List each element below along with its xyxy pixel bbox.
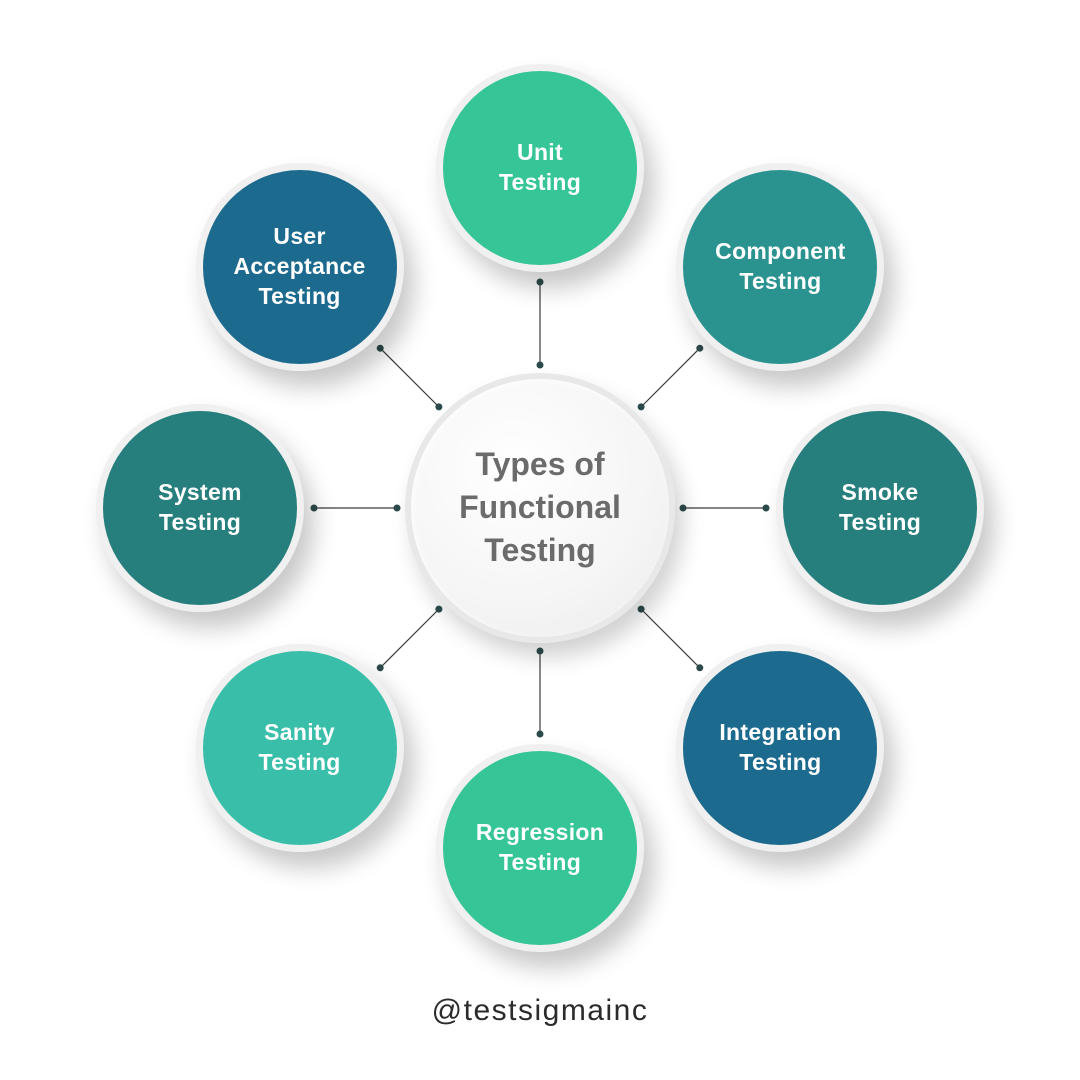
node-sanity: SanityTesting: [196, 644, 404, 852]
node-integration: IntegrationTesting: [676, 644, 884, 852]
node-smoke: SmokeTesting: [776, 404, 984, 612]
node-system: SystemTesting: [96, 404, 304, 612]
node-regression: RegressionTesting: [436, 744, 644, 952]
node-label: ComponentTesting: [701, 237, 859, 297]
node-label: IntegrationTesting: [705, 718, 855, 778]
center-hub: Types ofFunctionalTesting: [405, 373, 675, 643]
node-label: SanityTesting: [244, 718, 354, 778]
node-uat: UserAcceptanceTesting: [196, 163, 404, 371]
node-label: RegressionTesting: [462, 818, 618, 878]
node-label: UserAcceptanceTesting: [220, 222, 380, 312]
node-label: SmokeTesting: [825, 478, 935, 538]
node-component: ComponentTesting: [676, 163, 884, 371]
center-title: Types ofFunctionalTesting: [439, 443, 641, 573]
radial-diagram: Types ofFunctionalTesting UnitTesting Com…: [90, 58, 990, 958]
node-label: UnitTesting: [485, 138, 595, 198]
node-unit: UnitTesting: [436, 64, 644, 272]
attribution-text: @testsigmainc: [0, 994, 1080, 1028]
node-label: SystemTesting: [144, 478, 256, 538]
